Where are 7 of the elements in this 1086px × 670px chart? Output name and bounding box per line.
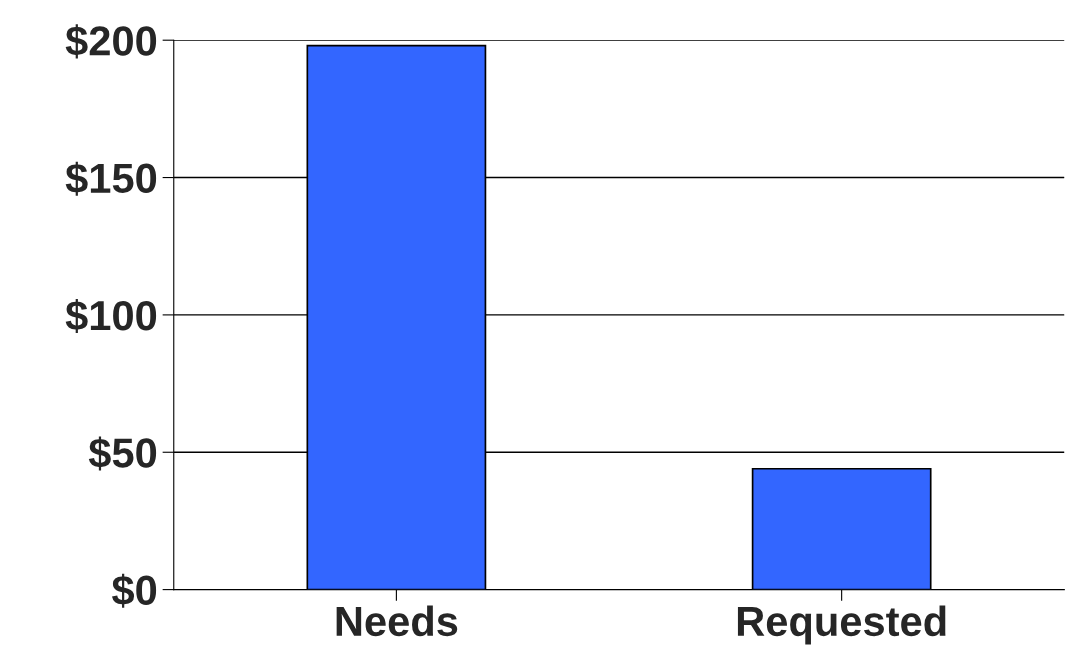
x-tick-label: Needs [336, 605, 458, 637]
y-tick-label: $50 [88, 436, 157, 471]
y-tick-label: $100 [65, 299, 157, 334]
x-tick-label: Requested [737, 605, 946, 645]
y-tick-label: $0 [111, 573, 157, 608]
y-tick-label: $200 [65, 24, 157, 59]
y-tick-label: $150 [65, 161, 157, 196]
